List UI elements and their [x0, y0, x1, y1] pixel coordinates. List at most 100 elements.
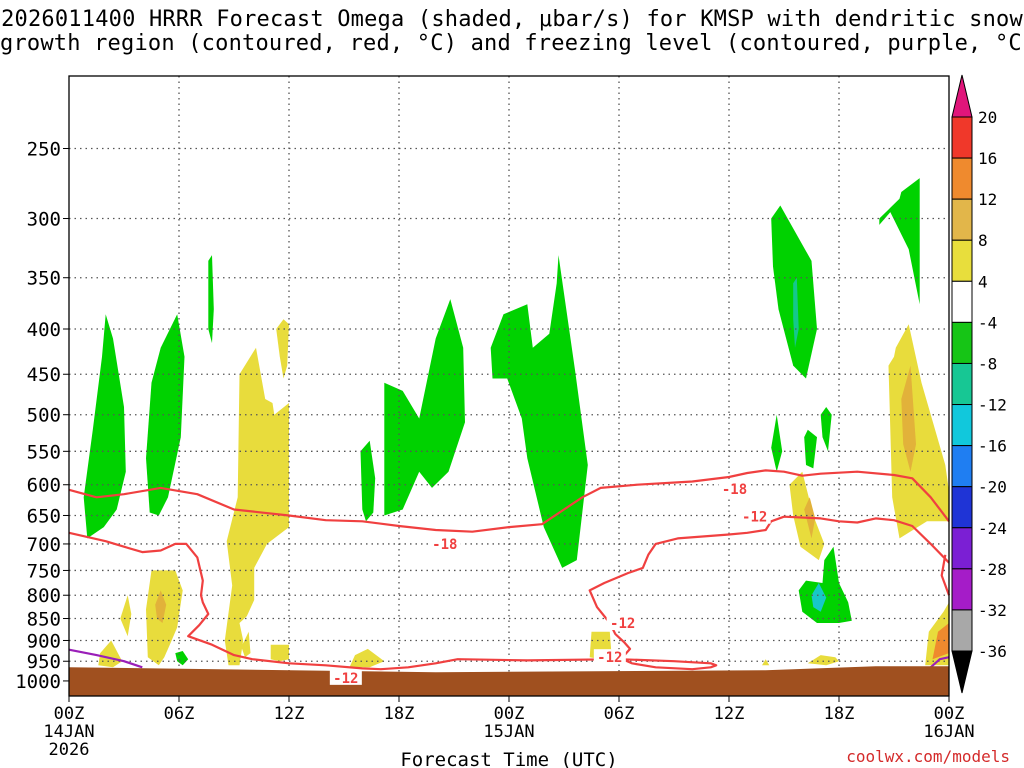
- contour-label: -12: [610, 616, 635, 632]
- omega-region-yellow: [146, 570, 183, 666]
- y-tick-label: 850: [27, 609, 61, 631]
- omega-region-yellow: [276, 319, 289, 379]
- omega-region-green: [798, 546, 852, 623]
- y-tick-label: 350: [27, 268, 61, 290]
- ground-surface: [69, 666, 949, 696]
- colorbar-label: 4: [978, 272, 988, 291]
- x-axis-label: Forecast Time (UTC): [400, 749, 617, 768]
- omega-region-green: [384, 299, 465, 516]
- dendritic-temperature-contour: [68, 515, 950, 671]
- colorbar-bottom-arrow: [951, 650, 973, 694]
- y-tick-label: 700: [27, 534, 61, 556]
- x-tick-label: 00Z: [494, 704, 525, 724]
- colorbar-label: -8: [978, 354, 997, 373]
- contour-label: -18: [722, 482, 747, 498]
- y-tick-label: 300: [27, 209, 61, 231]
- x-tick-label: 00Z: [934, 704, 965, 724]
- omega-region-yellow: [120, 595, 132, 637]
- y-tick-label: 450: [27, 364, 61, 386]
- omega-region-yellow: [224, 347, 289, 666]
- omega-region-green: [804, 429, 817, 469]
- colorbar-label: -16: [978, 437, 1007, 456]
- chart-title-line-2: growth region (contoured, red, °C) and f…: [0, 31, 1024, 56]
- x-year-label: 2026: [49, 740, 90, 760]
- omega-region-green: [490, 255, 588, 568]
- colorbar-segment: [951, 527, 973, 570]
- colorbar-label: -28: [978, 560, 1007, 579]
- x-tick-label: 18Z: [384, 704, 415, 724]
- y-tick-label: 600: [27, 475, 61, 497]
- colorbar-label: 12: [978, 190, 997, 209]
- omega-region-dark_yellow: [155, 590, 167, 623]
- colorbar-label: -32: [978, 601, 1007, 620]
- x-tick-label: 12Z: [274, 704, 305, 724]
- colorbar-segment: [951, 198, 973, 241]
- x-tick-label: 12Z: [714, 704, 745, 724]
- contour-label-bg: [738, 508, 771, 524]
- freezing-level-contour: [929, 656, 950, 669]
- omega-region-green: [879, 178, 920, 305]
- omega-region-green: [360, 440, 376, 522]
- omega-region-dark_yellow: [901, 365, 916, 472]
- contour-label-bg: [606, 615, 639, 631]
- x-tick-label: 06Z: [604, 704, 635, 724]
- colorbar-label: 16: [978, 149, 997, 168]
- contour-label: -12: [333, 671, 358, 687]
- y-tick-label: 650: [27, 505, 61, 527]
- omega-region-yellow: [241, 631, 251, 658]
- colorbar-segment: [951, 486, 973, 529]
- y-tick-label: 550: [27, 441, 61, 463]
- x-date-label: 15JAN: [483, 722, 534, 742]
- colorbar-segment: [951, 362, 973, 406]
- omega-region-green: [820, 407, 832, 452]
- y-tick-label: 1000: [15, 671, 61, 693]
- chart-title-line-1: 2026011400 HRRR Forecast Omega (shaded, …: [1, 7, 1023, 32]
- omega-region-teal: [793, 277, 799, 348]
- colorbar-label: -24: [978, 519, 1007, 538]
- colorbar-segment: [951, 609, 973, 652]
- omega-region-cyan: [811, 583, 827, 612]
- contour-label: -12: [597, 650, 622, 666]
- colorbar-label: -20: [978, 478, 1007, 497]
- y-tick-label: 800: [27, 585, 61, 607]
- colorbar-label: 8: [978, 231, 988, 250]
- contour-label-bg: [428, 535, 461, 551]
- y-tick-label: 950: [27, 651, 61, 673]
- colorbar-label: -12: [978, 396, 1007, 415]
- dendritic-temperature-contour: [940, 554, 951, 596]
- omega-region-yellow: [349, 648, 385, 668]
- colorbar-segment: [951, 404, 973, 447]
- y-tick-label: 750: [27, 560, 61, 582]
- colorbar-segment: [951, 116, 973, 159]
- contour-label-bg: [718, 481, 751, 497]
- colorbar-segment: [951, 280, 973, 323]
- contour-label-bg: [593, 649, 626, 665]
- colorbar-segment: [951, 445, 973, 488]
- x-date-label: 14JAN: [43, 722, 94, 742]
- colorbar-label: 20: [978, 108, 997, 127]
- omega-region-yellow: [270, 644, 289, 662]
- colorbar-segment: [951, 157, 973, 200]
- x-date-label: 16JAN: [923, 722, 974, 742]
- dendritic-temperature-contour: [68, 469, 950, 533]
- y-tick-label: 500: [27, 405, 61, 427]
- omega-region-green: [771, 414, 783, 472]
- colorbar-label: -4: [978, 313, 997, 332]
- x-tick-label: 06Z: [164, 704, 195, 724]
- omega-region-green: [146, 314, 185, 516]
- y-tick-label: 250: [27, 138, 61, 160]
- x-tick-label: 18Z: [824, 704, 855, 724]
- colorbar-label: -36: [978, 642, 1007, 661]
- colorbar-top-arrow: [951, 74, 973, 118]
- colorbar-segment: [951, 239, 973, 282]
- freezing-level-contour: [68, 648, 143, 669]
- omega-region-yellow: [807, 655, 839, 666]
- contour-label: -18: [432, 537, 457, 553]
- omega-region-yellow: [762, 659, 770, 666]
- x-tick-label: 00Z: [54, 704, 85, 724]
- contour-label: -12: [742, 510, 767, 526]
- colorbar-segment: [951, 321, 973, 364]
- y-tick-label: 400: [27, 319, 61, 341]
- colorbar-segment: [951, 568, 973, 611]
